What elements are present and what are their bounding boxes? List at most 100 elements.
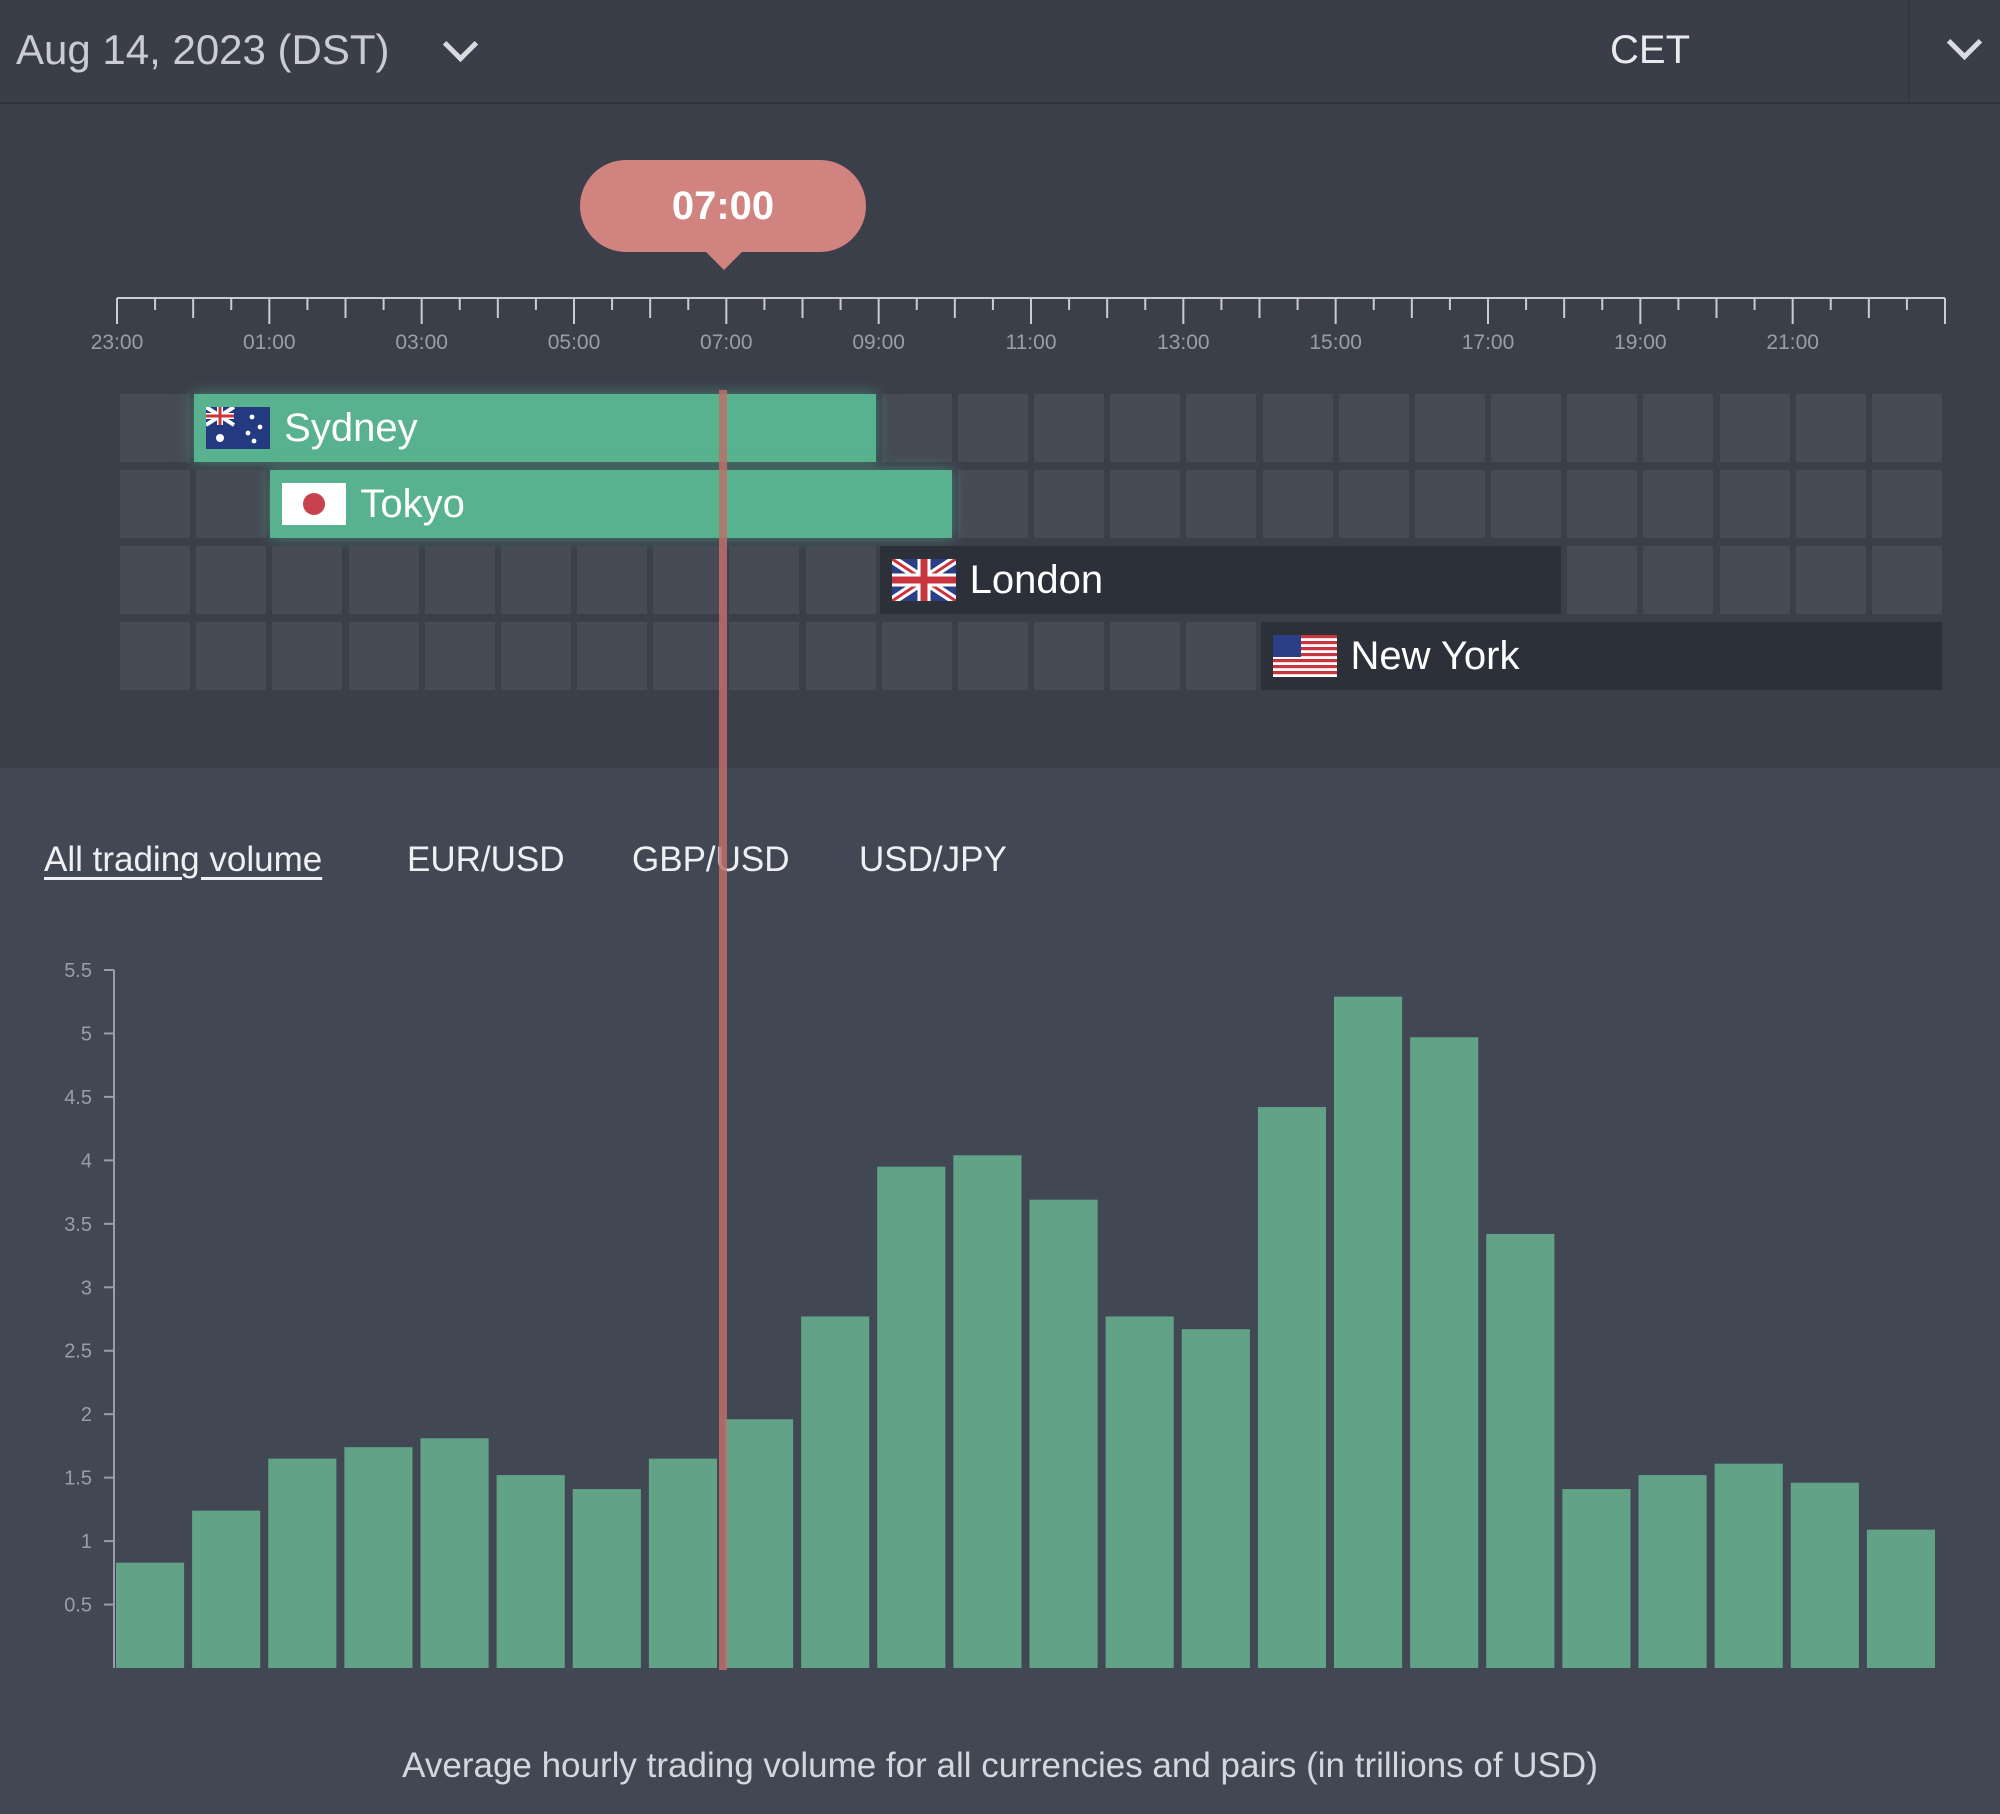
- grid-cell: [348, 546, 419, 614]
- grid-cell: [120, 394, 190, 462]
- volume-bar-19:00[interactable]: [1638, 1475, 1707, 1668]
- grid-cell: [1567, 394, 1638, 462]
- grid-cell: [1110, 470, 1181, 538]
- y-tick-label: 2.5: [64, 1341, 92, 1363]
- grid-cell: [1491, 470, 1561, 538]
- volume-bar-07:00[interactable]: [725, 1419, 794, 1668]
- grid-cell: [272, 622, 343, 690]
- volume-bar-20:00[interactable]: [1714, 1463, 1783, 1668]
- grid-cell: [272, 546, 343, 614]
- japan-flag-icon: [282, 483, 347, 525]
- axis-tick-label: 21:00: [1766, 331, 1819, 354]
- session-name: Tokyo: [360, 481, 465, 526]
- volume-bar-22:00[interactable]: [1866, 1529, 1935, 1668]
- date-label: Aug 14, 2023 (DST): [16, 26, 390, 73]
- volume-bar-09:00[interactable]: [877, 1166, 946, 1668]
- volume-bar-05:00[interactable]: [572, 1489, 641, 1668]
- volume-bar-16:00[interactable]: [1410, 1037, 1479, 1668]
- volume-bar-21:00[interactable]: [1790, 1482, 1859, 1668]
- grid-cell: [1719, 470, 1790, 538]
- session-bar-tokyo[interactable]: Tokyo: [270, 470, 952, 538]
- grid-cell: [196, 622, 267, 690]
- bubble-pointer: [702, 248, 746, 270]
- y-tick-label: 1.5: [64, 1468, 92, 1490]
- tab-usd-jpy[interactable]: USD/JPY: [859, 840, 1007, 879]
- session-grid: Sydney Tokyo London New York: [0, 104, 2000, 768]
- grid-cell: [1414, 394, 1485, 462]
- grid-cell: [1871, 546, 1942, 614]
- grid-cell: [424, 546, 495, 614]
- grid-cell: [1643, 470, 1714, 538]
- australia-flag-icon: [205, 405, 271, 449]
- volume-bar-06:00[interactable]: [648, 1458, 717, 1668]
- y-tick-label: 0.5: [64, 1595, 92, 1617]
- grid-cell: [1338, 394, 1409, 462]
- grid-cell: [957, 394, 1028, 462]
- volume-bar-23:00[interactable]: [116, 1562, 185, 1668]
- grid-cell: [1414, 470, 1485, 538]
- tab-eur-usd[interactable]: EUR/USD: [407, 840, 565, 879]
- grid-cell: [653, 622, 724, 690]
- axis-tick-label: 11:00: [1006, 331, 1057, 354]
- volume-bar-02:00[interactable]: [344, 1447, 413, 1668]
- grid-cell: [1110, 394, 1181, 462]
- grid-cell: [1262, 394, 1333, 462]
- y-tick-label: 1: [81, 1531, 92, 1553]
- grid-cell: [196, 470, 267, 538]
- grid-cell: [881, 622, 952, 690]
- y-tick-label: 5: [81, 1023, 92, 1045]
- volume-bar-13:00[interactable]: [1181, 1329, 1250, 1668]
- chevron-down-icon[interactable]: [442, 26, 478, 62]
- volume-bar-11:00[interactable]: [1029, 1199, 1098, 1668]
- y-tick-label: 5.5: [64, 960, 92, 982]
- session-bar-london[interactable]: London: [879, 546, 1562, 614]
- grid-cell: [348, 622, 419, 690]
- current-hour-bubble[interactable]: 07:00: [580, 160, 866, 252]
- grid-cell: [1110, 622, 1181, 690]
- grid-cell: [1643, 394, 1714, 462]
- y-tick-label: 2: [81, 1404, 92, 1426]
- grid-cell: [653, 546, 724, 614]
- volume-bar-18:00[interactable]: [1562, 1489, 1631, 1668]
- grid-cell: [1567, 470, 1638, 538]
- grid-cell: [1034, 470, 1104, 538]
- volume-bar-04:00[interactable]: [496, 1475, 565, 1668]
- grid-cell: [1034, 394, 1104, 462]
- session-bar-new-york[interactable]: New York: [1260, 622, 1942, 690]
- grid-cell: [729, 622, 800, 690]
- volume-bar-17:00[interactable]: [1486, 1233, 1555, 1668]
- volume-bar-14:00[interactable]: [1257, 1107, 1326, 1668]
- date-selector[interactable]: Aug 14, 2023 (DST): [16, 18, 478, 82]
- volume-bar-12:00[interactable]: [1105, 1316, 1174, 1668]
- chart-caption: Average hourly trading volume for all cu…: [402, 1746, 1598, 1785]
- session-name: Sydney: [284, 405, 418, 450]
- session-bar-sydney[interactable]: Sydney: [194, 394, 876, 462]
- axis-tick-label: 17:00: [1462, 331, 1515, 354]
- axis-tick-label: 15:00: [1309, 331, 1362, 354]
- tab-gbp-usd[interactable]: GBP/USD: [632, 840, 790, 879]
- axis-tick-label: 19:00: [1614, 331, 1667, 354]
- axis-tick-label: 09:00: [852, 331, 905, 354]
- y-tick-label: 3.5: [64, 1214, 92, 1236]
- grid-cell: [1719, 546, 1790, 614]
- chevron-down-icon[interactable]: [1946, 24, 1983, 61]
- timezone-selector[interactable]: CET: [1610, 18, 1690, 82]
- volume-bar-00:00[interactable]: [192, 1510, 261, 1668]
- divider: [1908, 0, 1910, 100]
- market-sessions-panel: Sydney Tokyo London New York 23:00 01:00 03:0…: [0, 104, 2000, 768]
- current-time-indicator[interactable]: [719, 390, 727, 1670]
- volume-bar-03:00[interactable]: [420, 1438, 489, 1668]
- grid-cell: [805, 546, 876, 614]
- tab-all-trading-volume[interactable]: All trading volume: [44, 840, 323, 879]
- volume-bar-08:00[interactable]: [801, 1316, 870, 1668]
- y-tick-label: 4.5: [64, 1087, 92, 1109]
- volume-bar-01:00[interactable]: [268, 1458, 337, 1668]
- volume-bar-10:00[interactable]: [953, 1155, 1022, 1668]
- grid-cell: [1186, 470, 1257, 538]
- grid-cell: [1795, 546, 1866, 614]
- grid-cell: [424, 622, 495, 690]
- axis-tick-label: 13:00: [1157, 331, 1210, 354]
- grid-cell: [1262, 470, 1333, 538]
- y-tick-label: 3: [81, 1277, 92, 1299]
- volume-bar-15:00[interactable]: [1334, 996, 1403, 1668]
